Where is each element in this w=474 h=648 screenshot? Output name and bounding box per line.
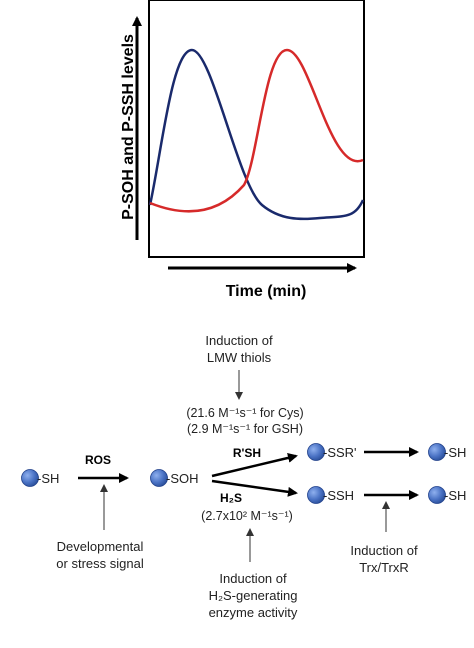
rsh-label: R'SH [233,446,261,460]
h2s-arrow [211,479,298,497]
protein-sphere-sh-bottom [428,486,446,504]
induction-trx-line2: Trx/TrxR [359,560,409,575]
protein-sphere-ssh [307,486,325,504]
induction-trx-line1: Induction of [350,543,418,558]
dev-signal-line1: Developmental [57,539,144,554]
rsh-arrow [211,452,298,478]
y-axis-label: P-SOH and P-SSH levels [120,34,137,220]
induction-h2s-line2: H₂S-generating [209,588,298,603]
p-soh-curve [148,48,365,221]
rate-cys: (21.6 M⁻¹s⁻¹ for Cys) [186,406,303,420]
ssr-label: -SSR' [323,445,357,460]
x-axis-label: Time (min) [226,283,307,300]
protein-sphere-start [21,469,39,487]
rate-gsh: (2.9 M⁻¹s⁻¹ for GSH) [187,422,303,436]
induction-lmw-line1: Induction of [205,333,273,348]
h2s-label: H₂S [220,491,242,505]
rate-h2s: (2.7x10² M⁻¹s⁻¹) [201,509,293,523]
protein-sphere-sh-top [428,443,446,461]
p-ssh-curve [149,48,364,213]
induction-h2s-line1: Induction of [219,571,287,586]
protein-sphere-soh [150,469,168,487]
levels-plot: P-SOH and P-SSH levels Time (min) [120,0,365,300]
ros-label: ROS [85,453,111,467]
plot-frame [148,0,365,258]
dev-signal-line2: or stress signal [56,556,144,571]
soh-label: -SOH [166,471,199,486]
sh-bottom-label: -SH [444,488,466,503]
protein-sphere-ssr [307,443,325,461]
reaction-scheme: Induction of LMW thiols (21.6 M⁻¹s⁻¹ for… [21,333,466,620]
induction-h2s-line3: enzyme activity [209,605,298,620]
induction-lmw-line2: LMW thiols [207,350,272,365]
sh-top-label: -SH [444,445,466,460]
start-sh-label: -SH [37,471,59,486]
ssh-label: -SSH [323,488,354,503]
